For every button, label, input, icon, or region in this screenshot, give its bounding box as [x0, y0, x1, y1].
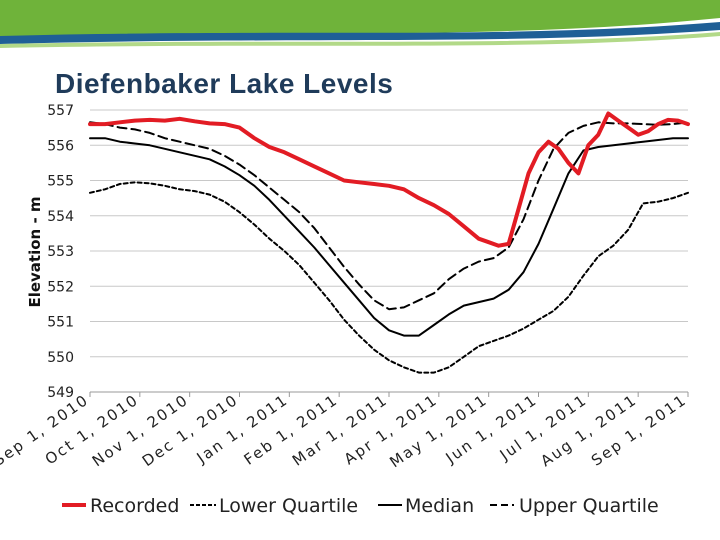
series-line-recorded	[88, 111, 690, 248]
y-tick-label: 549	[47, 385, 74, 401]
y-tick-label: 550	[47, 350, 74, 366]
header-banner	[0, 0, 720, 48]
y-tick-label: 555	[47, 174, 74, 190]
y-tick-label: 551	[47, 315, 74, 331]
series-lines	[88, 111, 690, 374]
y-tick-label: 552	[47, 279, 74, 295]
y-axis-label: Elevation - m	[26, 196, 44, 307]
banner-light-stripe	[0, 32, 720, 48]
series-line-median	[89, 137, 689, 337]
legend-label: Lower Quartile	[219, 495, 358, 517]
banner-green-swoosh	[0, 0, 720, 38]
series-line-lower-quartile	[89, 181, 689, 374]
y-tick-labels: 549 550 551 552 553 554 555 556 557	[47, 103, 74, 401]
y-tick-label: 556	[47, 138, 74, 154]
y-tick-label: 557	[47, 103, 74, 119]
chart-title: Diefenbaker Lake Levels	[55, 68, 394, 99]
y-tick-label: 553	[47, 244, 74, 260]
legend-label: Recorded	[90, 495, 179, 517]
legend-label: Median	[405, 495, 474, 517]
legend: Recorded Lower Quartile Median Upper Quarti…	[62, 495, 659, 517]
y-tick-label: 554	[47, 209, 74, 225]
series-line-upper-quartile	[89, 121, 689, 311]
legend-label: Upper Quartile	[519, 495, 659, 517]
banner-blue-stripe	[0, 22, 720, 44]
